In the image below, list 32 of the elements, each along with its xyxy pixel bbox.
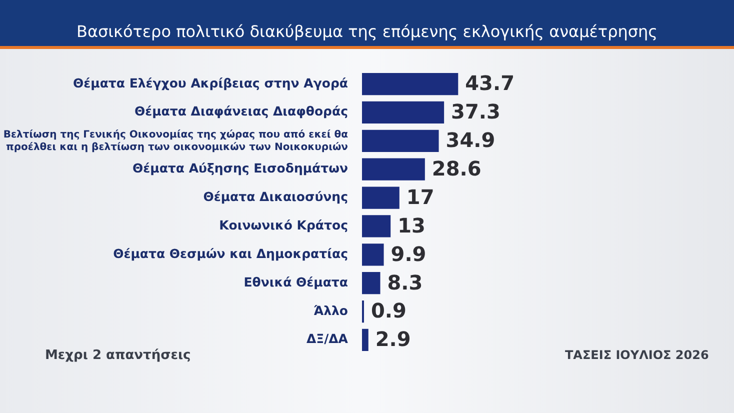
y-tick-label: Θέματα Αύξησης Εισοδημάτων [132, 160, 348, 176]
bar [362, 272, 380, 294]
bar [362, 158, 425, 180]
data-label: 9.9 [390, 242, 426, 266]
y-tick-label: Άλλο [314, 302, 348, 318]
y-tick-label: Βελτίωση της Γενικής Οικονομίας της χώρας που από εκεί θα προέλθει και η βελτίωση των οικονομικών των Νοικοκυριών [3, 129, 348, 153]
data-label: 17 [406, 184, 434, 209]
y-tick-label: Θέματα Δικαιοσύνης [203, 189, 348, 204]
data-label: 13 [398, 213, 426, 238]
data-label: 28.6 [432, 156, 482, 181]
y-tick-label: Θέματα Διαφάνειας Διαφθοράς [134, 104, 348, 119]
data-label: 37.3 [451, 100, 500, 124]
chart-title: Βασικότερο πολιτικό διακύβευμα της επόμενης εκλογικής αναμέτρησης [75, 22, 659, 41]
bar [362, 101, 444, 124]
data-label: 43.7 [465, 71, 514, 96]
y-tick-label: Θέματα Ελέγχου Ακρίβειας στην Αγορά [73, 75, 348, 90]
text: ΤΑΣΕΙΣ ΙΟΥΛΙΟΣ 2026 [565, 348, 709, 362]
bar [362, 328, 368, 352]
y-tick-label: Θέματα Θεσμών και Δημοκρατίας [113, 246, 348, 261]
data-label: 2.9 [375, 327, 411, 352]
y-tick-label: Κοινωνικό Κράτος [219, 217, 348, 232]
bar [362, 186, 400, 209]
bar [362, 244, 384, 266]
bar [362, 72, 458, 96]
bar [362, 215, 391, 238]
data-label: 34.9 [446, 128, 496, 152]
data-label: 8.3 [387, 270, 423, 294]
bar [362, 130, 439, 152]
data-label: 0.9 [370, 298, 406, 323]
y-tick-label: Εθνικά Θέματα [244, 274, 348, 290]
text: Μεχρι 2 απαντήσεις [45, 348, 191, 363]
y-tick-label: ΔΞ/ΔΑ [306, 331, 348, 346]
